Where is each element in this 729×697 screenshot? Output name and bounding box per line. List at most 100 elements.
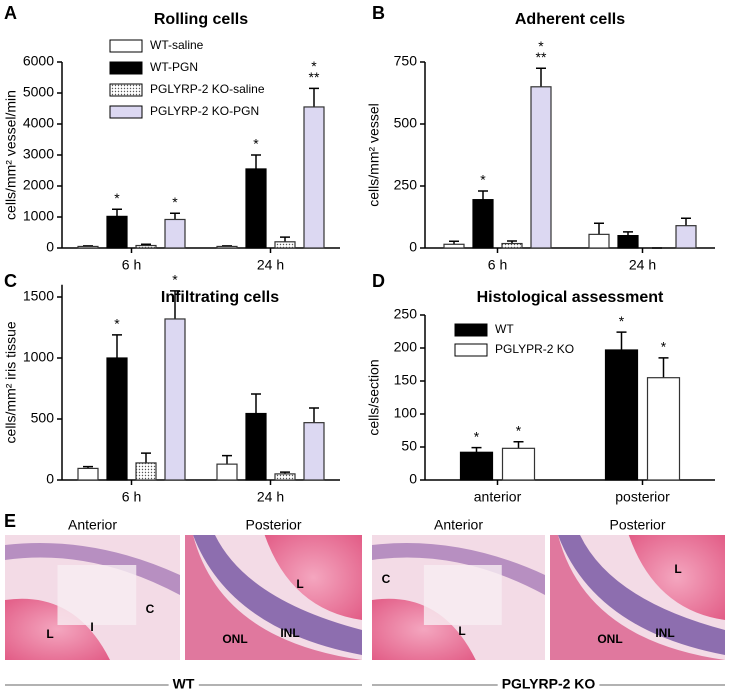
image-label: L <box>46 627 53 641</box>
significance-label: * <box>480 172 486 188</box>
panel-label: C <box>4 271 17 291</box>
y-tick-label: 0 <box>409 471 417 487</box>
significance-label: * <box>172 194 178 210</box>
image-title: Posterior <box>245 517 301 533</box>
bar <box>274 473 296 481</box>
y-tick-label: 500 <box>394 115 418 131</box>
image-label: L <box>458 624 465 638</box>
x-tick-label: 6 h <box>488 257 507 273</box>
error-bar <box>280 236 290 242</box>
error-bar <box>309 87 319 107</box>
y-tick-label: 1500 <box>23 288 54 304</box>
bar <box>617 235 639 249</box>
image-label: ONL <box>597 632 622 646</box>
legend-label: WT <box>495 322 514 336</box>
panel-label: E <box>4 511 16 531</box>
panel-label: B <box>372 3 385 23</box>
legend-swatch <box>109 83 143 97</box>
image-label: INL <box>655 626 674 640</box>
y-tick-label: 0 <box>46 239 54 255</box>
retina <box>193 535 362 655</box>
error-bar <box>471 446 482 453</box>
error-bar <box>141 452 151 463</box>
x-tick-label: 6 h <box>122 489 141 505</box>
bar <box>459 451 494 481</box>
y-tick-label: 750 <box>394 53 418 69</box>
y-axis-label: cells/mm² iris tissue <box>3 321 19 443</box>
significance-label: * <box>114 190 120 206</box>
error-bar <box>309 407 319 423</box>
error-bar <box>616 331 627 350</box>
image-title: Anterior <box>68 517 117 533</box>
bar <box>164 218 186 249</box>
significance-label: * <box>114 316 120 332</box>
image-title: Posterior <box>609 517 665 533</box>
significance-label: * <box>311 58 317 74</box>
error-bar <box>170 212 180 220</box>
tissue <box>5 543 180 595</box>
bar <box>303 106 325 249</box>
legend-label: WT-PGN <box>150 60 198 74</box>
lens <box>264 535 362 620</box>
retina <box>558 535 725 655</box>
image-label: I <box>90 620 93 634</box>
group-label: WT <box>173 676 195 692</box>
y-tick-label: 6000 <box>23 53 54 69</box>
legend-swatch <box>109 39 143 53</box>
significance-label: * <box>253 136 259 152</box>
error-bar <box>478 190 488 200</box>
error-bar <box>170 290 180 319</box>
legend-label: PGLYRP-2 KO-PGN <box>150 104 259 118</box>
y-tick-label: 1000 <box>23 349 54 365</box>
error-bar <box>681 217 691 226</box>
significance-label: * <box>619 313 625 329</box>
lens <box>372 598 476 660</box>
image-title: Anterior <box>434 517 483 533</box>
image-label: L <box>296 577 303 591</box>
error-bar <box>623 231 633 236</box>
vitreous <box>423 565 502 625</box>
histology-image <box>550 535 725 660</box>
legend-label: PGLYPR-2 KO <box>495 342 574 356</box>
significance-label: ** <box>309 69 320 85</box>
error-bar <box>222 454 232 465</box>
x-tick-label: 6 h <box>122 257 141 273</box>
error-bar <box>251 154 261 169</box>
image-label: C <box>146 602 155 616</box>
significance-label: * <box>661 339 667 355</box>
error-bar <box>251 393 261 414</box>
legend-label: WT-saline <box>150 38 204 52</box>
error-bar <box>594 222 604 235</box>
legend-swatch <box>454 323 488 337</box>
tissue <box>372 543 545 595</box>
lens <box>5 598 110 660</box>
y-tick-label: 5000 <box>23 84 54 100</box>
y-tick-label: 500 <box>31 410 55 426</box>
y-tick-label: 1000 <box>23 208 54 224</box>
x-tick-label: anterior <box>474 489 522 505</box>
legend-swatch <box>454 343 488 357</box>
chart-title: Adherent cells <box>515 11 625 28</box>
histology-image <box>5 535 180 660</box>
x-tick-label: 24 h <box>629 257 656 273</box>
chart-title: Infiltrating cells <box>161 289 279 306</box>
significance-label: * <box>474 428 480 444</box>
error-bar <box>513 440 524 449</box>
sclera <box>550 535 725 660</box>
bar <box>245 412 267 481</box>
image-label: L <box>674 562 681 576</box>
bar <box>588 233 610 249</box>
histology-image <box>372 535 545 660</box>
panel-label: A <box>4 3 17 23</box>
error-bar <box>112 208 122 217</box>
histology-image <box>185 535 362 660</box>
y-tick-label: 250 <box>394 306 418 322</box>
y-tick-label: 250 <box>394 177 418 193</box>
significance-label: * <box>538 38 544 54</box>
panel-label: D <box>372 271 385 291</box>
y-axis-label: cells/section <box>366 359 382 435</box>
bar <box>216 463 238 481</box>
image-label: C <box>382 572 391 586</box>
bar <box>77 467 99 481</box>
